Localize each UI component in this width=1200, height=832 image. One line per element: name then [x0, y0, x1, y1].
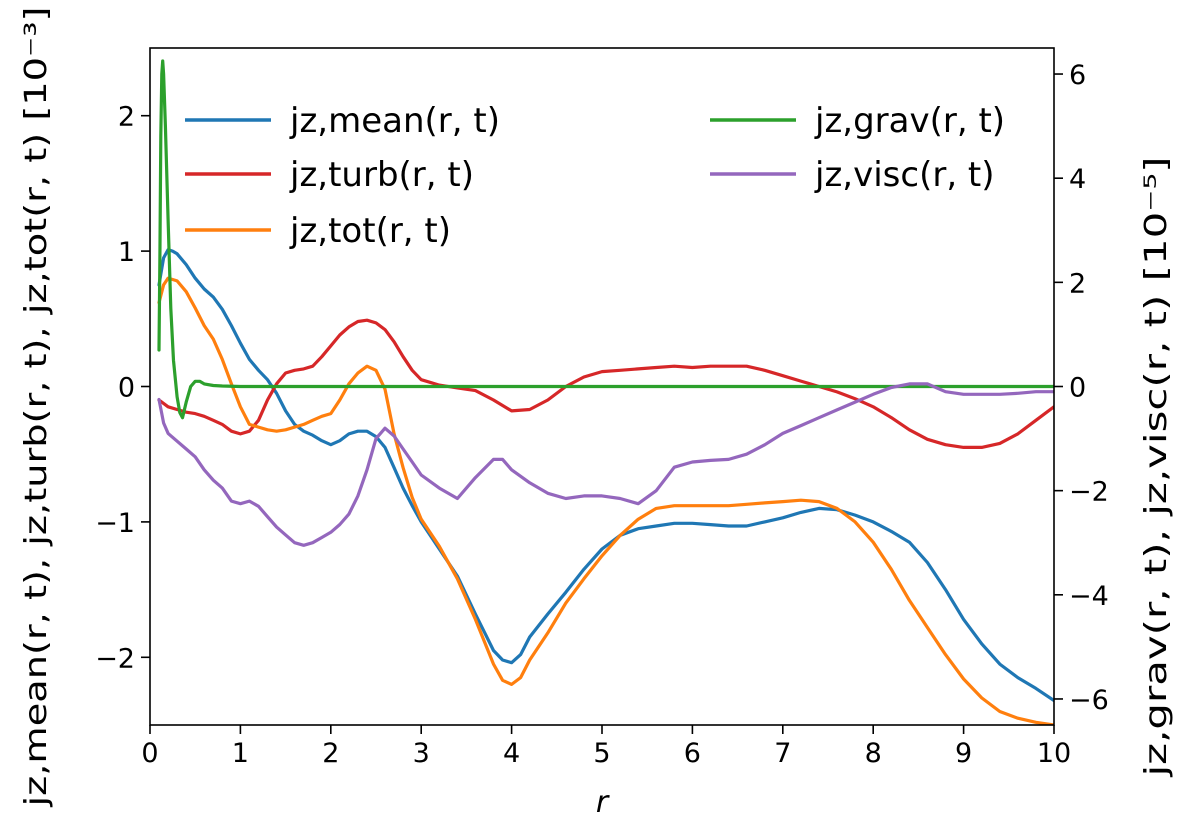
right-y-tick-label: 2 — [1069, 268, 1086, 299]
left-y-axis-ticks: −2 −1 0 1 2 — [95, 102, 150, 674]
x-tick-label: 2 — [322, 738, 339, 769]
x-tick: 6 — [684, 725, 701, 769]
left-y-tick-label: 0 — [118, 373, 135, 404]
legend-entry: j̇z,tot(r, t) — [185, 211, 451, 251]
legend-entry: j̇z,mean(r, t) — [185, 101, 500, 141]
legend-entry: j̇z,visc(r, t) — [710, 155, 995, 195]
right-y-tick: 0 — [1054, 373, 1086, 404]
x-tick-label: 4 — [503, 738, 520, 769]
legend-label: j̇z,grav(r, t) — [814, 101, 1005, 141]
left-y-tick: 0 — [118, 373, 150, 404]
x-tick-label: 8 — [865, 738, 882, 769]
left-y-tick-label: −1 — [95, 508, 135, 539]
x-tick: 1 — [232, 725, 249, 769]
right-y-tick-label: −4 — [1069, 581, 1109, 612]
x-tick: 3 — [413, 725, 430, 769]
left-y-tick-label: 2 — [118, 102, 135, 133]
x-tick: 4 — [503, 725, 520, 769]
right-y-tick-label: 6 — [1069, 60, 1086, 91]
right-y-tick: −4 — [1054, 581, 1109, 612]
left-y-tick-label: −2 — [95, 643, 135, 674]
x-axis-label: r — [596, 785, 610, 820]
series-line-1 — [157, 318, 1054, 449]
right-y-tick-label: 0 — [1069, 373, 1086, 404]
legend-entry: j̇z,grav(r, t) — [710, 101, 1005, 141]
left-y-tick-label: 1 — [118, 237, 135, 268]
series-layer — [157, 59, 1054, 725]
right-y-tick: −2 — [1054, 477, 1109, 508]
series-line-0 — [157, 248, 1054, 703]
x-tick-label: 1 — [232, 738, 249, 769]
x-tick: 2 — [322, 725, 339, 769]
legend-label: j̇z,visc(r, t) — [814, 155, 995, 195]
x-tick-label: 10 — [1037, 738, 1071, 769]
x-tick: 5 — [593, 725, 611, 769]
series-line-4 — [157, 382, 1054, 547]
x-tick-label: 9 — [955, 738, 972, 769]
x-tick-label: 0 — [141, 738, 158, 769]
right-y-tick-label: −2 — [1069, 477, 1109, 508]
right-y-axis-label: j̇z,grav(r, t), j̇z,visc(r, t) [10⁻⁵] — [1139, 156, 1174, 777]
legend-entry: j̇z,turb(r, t) — [185, 155, 474, 195]
left-y-tick: 2 — [118, 102, 150, 133]
series-line-2 — [157, 276, 1054, 725]
right-y-tick-label: 4 — [1069, 164, 1086, 195]
x-tick-label: 5 — [593, 738, 610, 769]
x-tick: 7 — [774, 725, 791, 769]
left-y-axis-label: j̇z,mean(r, t), j̇z,turb(r, t), j̇z,tot(… — [19, 6, 54, 807]
x-tick: 10 — [1037, 725, 1071, 769]
legend-label: j̇z,tot(r, t) — [289, 211, 451, 251]
x-tick: 8 — [865, 725, 882, 769]
legend: j̇z,mean(r, t) j̇z,turb(r, t) j̇z,tot(r, t… — [185, 101, 1005, 251]
x-tick: 0 — [141, 725, 159, 769]
right-y-tick-label: −6 — [1069, 685, 1109, 716]
series-line-3 — [157, 59, 1054, 420]
left-y-tick: −2 — [95, 643, 150, 674]
left-y-tick: −1 — [95, 508, 150, 539]
x-tick-label: 7 — [774, 738, 791, 769]
right-y-axis-ticks: −6 −4 −2 0 2 4 6 — [1054, 60, 1109, 716]
x-axis-ticks: 0 1 2 3 4 5 6 7 8 9 10 — [141, 725, 1071, 769]
legend-label: j̇z,mean(r, t) — [289, 101, 500, 141]
right-y-tick: 6 — [1054, 60, 1086, 91]
right-y-tick: −6 — [1054, 685, 1109, 716]
x-tick: 9 — [955, 725, 972, 769]
left-y-tick: 1 — [118, 237, 150, 268]
x-tick-label: 6 — [684, 738, 701, 769]
legend-label: j̇z,turb(r, t) — [289, 155, 474, 195]
right-y-tick: 2 — [1054, 268, 1086, 299]
x-tick-label: 3 — [413, 738, 430, 769]
right-y-tick: 4 — [1054, 164, 1086, 195]
